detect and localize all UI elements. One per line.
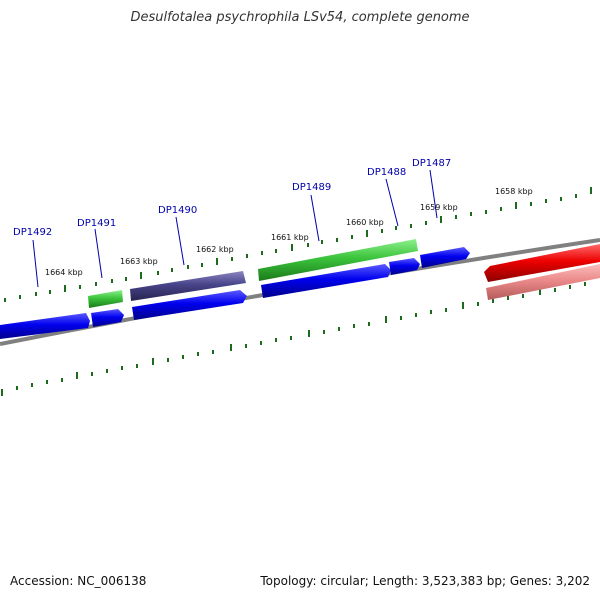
inner-tick-ring — [1, 282, 586, 396]
scale-label-1660: 1660 kbp — [346, 218, 384, 227]
feature-dp1487[interactable] — [420, 247, 470, 268]
scale-label-1658: 1658 kbp — [495, 187, 533, 196]
feature-cds-c[interactable] — [261, 264, 391, 298]
scale-labels: 1664 kbp 1663 kbp 1662 kbp 1661 kbp 1660… — [45, 187, 533, 277]
feature-dp1492[interactable] — [0, 313, 90, 339]
scale-label-1661: 1661 kbp — [271, 233, 309, 242]
gene-label-dp1489[interactable]: DP1489 — [292, 182, 331, 193]
scale-label-1663: 1663 kbp — [120, 257, 158, 266]
gene-label-dp1490[interactable]: DP1490 — [158, 205, 197, 216]
feature-dp1490[interactable] — [130, 271, 246, 301]
feature-dp1489[interactable] — [258, 239, 418, 281]
genome-summary-text: Topology: circular; Length: 3,523,383 bp… — [260, 574, 590, 588]
gene-label-dp1492[interactable]: DP1492 — [13, 227, 52, 238]
accession-text: Accession: NC_006138 — [10, 574, 147, 588]
feature-cds-a[interactable] — [91, 309, 124, 327]
feature-cds-b[interactable] — [132, 290, 247, 320]
feature-dp1491[interactable] — [88, 290, 123, 308]
gene-labels: DP1492 DP1491 DP1490 DP1489 DP1488 DP148… — [13, 158, 451, 238]
feature-reverse-red[interactable] — [484, 244, 600, 282]
feature-reverse-pale[interactable] — [486, 264, 600, 300]
scale-label-1664: 1664 kbp — [45, 268, 83, 277]
gene-label-dp1487[interactable]: DP1487 — [412, 158, 451, 169]
scale-label-1659: 1659 kbp — [420, 203, 458, 212]
scale-label-1662: 1662 kbp — [196, 245, 234, 254]
feature-dp1488[interactable] — [389, 258, 420, 275]
gene-label-dp1488[interactable]: DP1488 — [367, 167, 406, 178]
map-title: Desulfotalea psychrophila LSv54, complet… — [130, 10, 470, 25]
gene-label-dp1491[interactable]: DP1491 — [77, 218, 116, 229]
gene-label-leaders — [32, 169, 438, 288]
outer-tick-ring — [4, 187, 592, 302]
